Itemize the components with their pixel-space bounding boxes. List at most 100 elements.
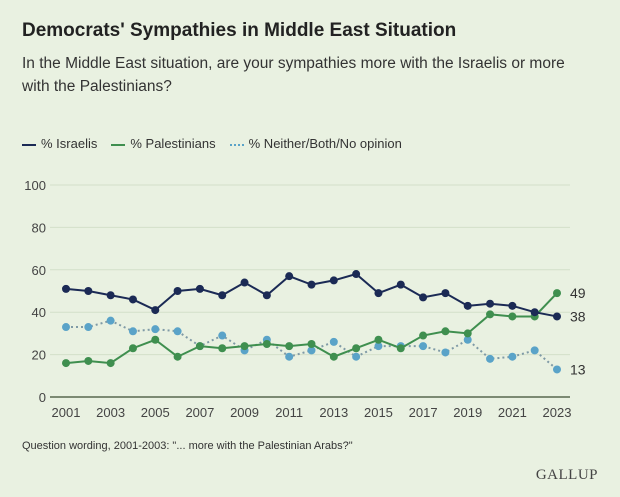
data-point	[84, 323, 93, 332]
data-point	[553, 365, 561, 374]
data-point	[128, 344, 137, 353]
data-point	[128, 295, 137, 304]
x-tick-label: 2015	[364, 405, 393, 420]
data-point	[307, 346, 316, 355]
data-point	[62, 284, 70, 293]
data-point	[419, 342, 428, 351]
data-point	[106, 359, 115, 368]
x-tick-label: 2013	[319, 405, 348, 420]
legend-label: % Palestinians	[130, 136, 216, 151]
data-point	[195, 284, 204, 293]
x-tick-label: 2017	[409, 405, 438, 420]
y-tick-label: 40	[32, 305, 46, 320]
data-point	[441, 289, 450, 298]
data-point	[553, 312, 561, 321]
end-label: 13	[570, 361, 586, 377]
data-point	[396, 280, 405, 289]
legend-item-israelis: % Israelis	[22, 136, 97, 151]
data-point	[240, 342, 249, 351]
end-label: 38	[570, 308, 586, 324]
x-tick-label: 2003	[96, 405, 125, 420]
chart-title: Democrats' Sympathies in Middle East Sit…	[22, 20, 457, 41]
gallup-logo: GALLUP	[535, 467, 598, 483]
data-point	[285, 342, 294, 351]
data-point	[374, 335, 383, 344]
data-point	[352, 270, 361, 279]
data-point	[530, 308, 539, 317]
data-point	[530, 346, 539, 355]
legend-item-neither: % Neither/Both/No opinion	[229, 136, 402, 151]
y-tick-label: 0	[39, 390, 46, 405]
y-tick-label: 100	[24, 178, 46, 193]
data-point	[106, 291, 115, 300]
data-point	[329, 352, 338, 361]
data-point	[262, 291, 271, 300]
data-point	[84, 356, 93, 365]
data-point	[508, 312, 517, 321]
data-point	[173, 287, 182, 295]
x-tick-label: 2023	[543, 405, 572, 420]
x-tick-label: 2005	[141, 405, 170, 420]
data-point	[307, 280, 316, 289]
data-point	[285, 272, 294, 281]
data-point	[463, 335, 472, 344]
x-tick-label: 2009	[230, 405, 259, 420]
series-line-0	[65, 272, 558, 318]
data-point	[195, 342, 204, 351]
data-point	[128, 327, 137, 336]
data-point	[441, 327, 450, 336]
data-point	[62, 359, 70, 368]
y-tick-label: 20	[32, 348, 46, 363]
data-point	[173, 352, 182, 361]
data-point	[218, 331, 227, 340]
data-point	[374, 342, 383, 351]
data-point	[62, 323, 70, 332]
legend-item-palestinians: % Palestinians	[111, 136, 216, 151]
data-point	[262, 340, 271, 348]
end-label: 49	[570, 285, 586, 301]
data-point	[352, 344, 361, 353]
data-point	[106, 316, 115, 325]
legend-label: % Neither/Both/No opinion	[248, 136, 402, 151]
chart-subtitle: In the Middle East situation, are your s…	[22, 55, 565, 95]
data-point	[329, 337, 338, 346]
data-point	[218, 291, 227, 300]
data-point	[553, 289, 561, 298]
y-tick-label: 80	[32, 220, 46, 235]
data-point	[508, 301, 517, 310]
data-point	[352, 352, 361, 361]
data-point	[508, 352, 517, 361]
data-point	[84, 287, 93, 295]
x-tick-label: 2021	[498, 405, 527, 420]
data-point	[151, 325, 160, 334]
data-point	[285, 352, 294, 361]
data-point	[419, 293, 428, 302]
data-point	[486, 299, 495, 308]
y-tick-label: 60	[32, 263, 46, 278]
x-tick-label: 2019	[453, 405, 482, 420]
legend: % Israelis % Palestinians % Neither/Both…	[22, 136, 402, 151]
x-tick-label: 2011	[275, 405, 303, 420]
data-point	[240, 278, 249, 287]
x-tick-label: 2007	[185, 405, 214, 420]
series-line-2	[66, 319, 558, 371]
data-point	[374, 289, 383, 298]
data-point	[218, 344, 227, 353]
data-point	[396, 344, 405, 353]
footnote: Question wording, 2001-2003: "... more w…	[22, 440, 353, 452]
data-point	[307, 340, 316, 348]
data-point	[463, 301, 472, 310]
data-point	[329, 276, 338, 285]
data-point	[463, 329, 472, 338]
data-point	[486, 354, 495, 363]
data-point	[419, 331, 428, 340]
legend-label: % Israelis	[41, 136, 98, 151]
data-point	[441, 348, 450, 357]
data-point	[173, 327, 182, 336]
x-tick-label: 2001	[52, 405, 81, 420]
data-point	[151, 306, 160, 315]
data-point	[486, 310, 495, 319]
data-point	[151, 335, 160, 344]
